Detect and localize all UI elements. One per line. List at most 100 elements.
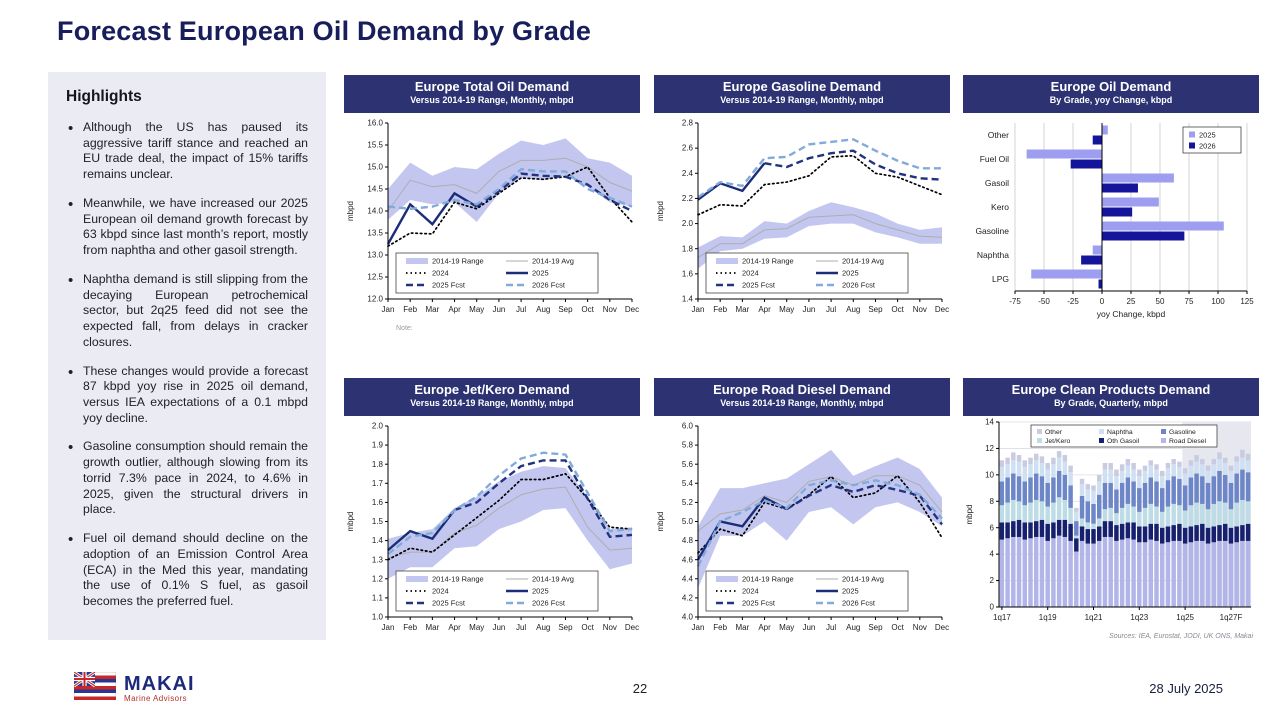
svg-text:1q23: 1q23 xyxy=(1130,613,1148,622)
highlights-panel: Highlights Although the US has paused it… xyxy=(48,72,326,640)
svg-text:2025: 2025 xyxy=(1199,131,1216,140)
svg-text:2014-19 Avg: 2014-19 Avg xyxy=(532,575,574,584)
svg-text:May: May xyxy=(779,623,794,632)
svg-text:2: 2 xyxy=(990,576,995,585)
svg-text:2014-19 Avg: 2014-19 Avg xyxy=(842,257,884,266)
svg-text:Feb: Feb xyxy=(713,623,727,632)
svg-text:2014-19 Range: 2014-19 Range xyxy=(432,575,484,584)
svg-text:May: May xyxy=(779,305,794,314)
svg-text:15.5: 15.5 xyxy=(367,141,383,150)
svg-text:mbpd: mbpd xyxy=(656,511,665,531)
chart-title: Europe Road Diesel Demand xyxy=(713,382,891,397)
svg-text:Oct: Oct xyxy=(891,623,904,632)
svg-text:Dec: Dec xyxy=(625,623,639,632)
chart-card-total-oil-demand: Europe Total Oil Demand Versus 2014-19 R… xyxy=(344,75,640,335)
gasoline-demand-plot: 1.4 1.6 1.8 2.0 2.2 2.4 2.6 2.8 Jan Feb Mar Apr May J… xyxy=(654,113,950,325)
svg-text:mbpd: mbpd xyxy=(965,504,974,524)
svg-text:Oct: Oct xyxy=(581,623,594,632)
svg-text:2.0: 2.0 xyxy=(372,422,384,431)
report-date: 28 July 2025 xyxy=(1149,681,1223,696)
svg-text:Oct: Oct xyxy=(891,305,904,314)
svg-text:10: 10 xyxy=(985,471,994,480)
svg-text:Jun: Jun xyxy=(492,305,505,314)
svg-text:6.0: 6.0 xyxy=(682,422,694,431)
svg-text:1q25: 1q25 xyxy=(1176,613,1194,622)
svg-text:Jun: Jun xyxy=(802,623,815,632)
svg-text:1.0: 1.0 xyxy=(372,613,384,622)
svg-text:2024: 2024 xyxy=(742,269,759,278)
svg-text:2.6: 2.6 xyxy=(682,144,694,153)
svg-text:1.8: 1.8 xyxy=(682,244,694,253)
jet-kero-demand-plot: 1.0 1.1 1.2 1.3 1.4 1.5 1.6 1.7 1.8 1.9 2.0 Jan Feb M… xyxy=(344,416,640,643)
svg-text:1q21: 1q21 xyxy=(1085,613,1103,622)
svg-text:8: 8 xyxy=(990,497,995,506)
svg-text:Jan: Jan xyxy=(692,305,705,314)
svg-text:13.5: 13.5 xyxy=(367,229,383,238)
svg-text:Naphtha: Naphtha xyxy=(1107,429,1133,436)
svg-text:Feb: Feb xyxy=(713,305,727,314)
svg-text:Apr: Apr xyxy=(448,623,461,632)
svg-text:1q17: 1q17 xyxy=(993,613,1011,622)
chart-header: Europe Total Oil Demand Versus 2014-19 R… xyxy=(344,75,640,113)
svg-text:1.6: 1.6 xyxy=(682,270,694,279)
svg-text:4.6: 4.6 xyxy=(682,555,694,564)
svg-text:Kero: Kero xyxy=(991,202,1009,212)
chart-header: Europe Jet/Kero Demand Versus 2014-19 Ra… xyxy=(344,378,640,416)
svg-text:Jul: Jul xyxy=(516,305,526,314)
svg-text:2026: 2026 xyxy=(1199,142,1216,151)
svg-text:Dec: Dec xyxy=(625,305,639,314)
svg-text:May: May xyxy=(469,623,484,632)
svg-text:Jet/Kero: Jet/Kero xyxy=(1045,438,1071,445)
svg-text:0: 0 xyxy=(990,603,995,612)
svg-text:5.6: 5.6 xyxy=(682,460,694,469)
svg-text:2.8: 2.8 xyxy=(682,119,694,128)
svg-text:125: 125 xyxy=(1240,297,1254,306)
makai-logo: MAKAI Marine Advisors xyxy=(73,670,195,705)
chart-source-note: Sources: IEA, Eurostat, JODI, UK ONS, Ma… xyxy=(1109,633,1253,640)
chart-header: Europe Gasoline Demand Versus 2014-19 Ra… xyxy=(654,75,950,113)
svg-text:1q27F: 1q27F xyxy=(1220,613,1243,622)
svg-text:2024: 2024 xyxy=(432,587,449,596)
hawaii-flag-icon xyxy=(73,670,117,705)
chart-title: Europe Clean Products Demand xyxy=(1011,382,1211,397)
svg-text:yoy Change, kbpd: yoy Change, kbpd xyxy=(1097,309,1166,319)
svg-text:Sep: Sep xyxy=(868,305,883,314)
svg-text:16.0: 16.0 xyxy=(367,119,383,128)
list-item: Meanwhile, we have increased our 2025 Eu… xyxy=(66,195,308,259)
svg-text:2025: 2025 xyxy=(842,269,859,278)
svg-text:14.0: 14.0 xyxy=(367,207,383,216)
list-item: Fuel oil demand should decline on the ad… xyxy=(66,530,308,610)
svg-text:Aug: Aug xyxy=(846,623,860,632)
chart-header: Europe Clean Products Demand By Grade, Q… xyxy=(963,378,1259,416)
svg-text:Gasoil: Gasoil xyxy=(985,178,1009,188)
svg-text:-25: -25 xyxy=(1067,297,1079,306)
svg-text:25: 25 xyxy=(1127,297,1136,306)
list-item: These changes would provide a forecast 8… xyxy=(66,363,308,427)
svg-text:1.7: 1.7 xyxy=(372,479,384,488)
svg-text:2025 Fcst: 2025 Fcst xyxy=(742,599,776,608)
svg-text:Road Diesel: Road Diesel xyxy=(1169,438,1207,445)
svg-text:5.8: 5.8 xyxy=(682,441,694,450)
chart-note: Note: xyxy=(396,325,413,332)
chart-subtitle: Versus 2014-19 Range, Monthly, mbpd xyxy=(410,95,574,106)
svg-text:mbpd: mbpd xyxy=(656,201,665,221)
svg-text:Jun: Jun xyxy=(802,305,815,314)
svg-text:2026 Fcst: 2026 Fcst xyxy=(532,281,566,290)
svg-text:Feb: Feb xyxy=(403,623,417,632)
svg-text:2024: 2024 xyxy=(432,269,449,278)
svg-text:Sep: Sep xyxy=(558,305,573,314)
svg-text:2025 Fcst: 2025 Fcst xyxy=(432,599,466,608)
svg-text:5.4: 5.4 xyxy=(682,479,694,488)
svg-text:4.2: 4.2 xyxy=(682,594,694,603)
list-item: Although the US has paused its aggressiv… xyxy=(66,119,308,183)
svg-text:Dec: Dec xyxy=(935,623,949,632)
svg-text:Mar: Mar xyxy=(425,305,439,314)
svg-text:75: 75 xyxy=(1185,297,1194,306)
svg-text:1.2: 1.2 xyxy=(372,574,384,583)
svg-text:Fuel Oil: Fuel Oil xyxy=(980,154,1009,164)
svg-text:Aug: Aug xyxy=(536,623,550,632)
svg-text:Jul: Jul xyxy=(826,305,836,314)
chart-header: Europe Road Diesel Demand Versus 2014-19… xyxy=(654,378,950,416)
svg-text:12: 12 xyxy=(985,444,994,453)
